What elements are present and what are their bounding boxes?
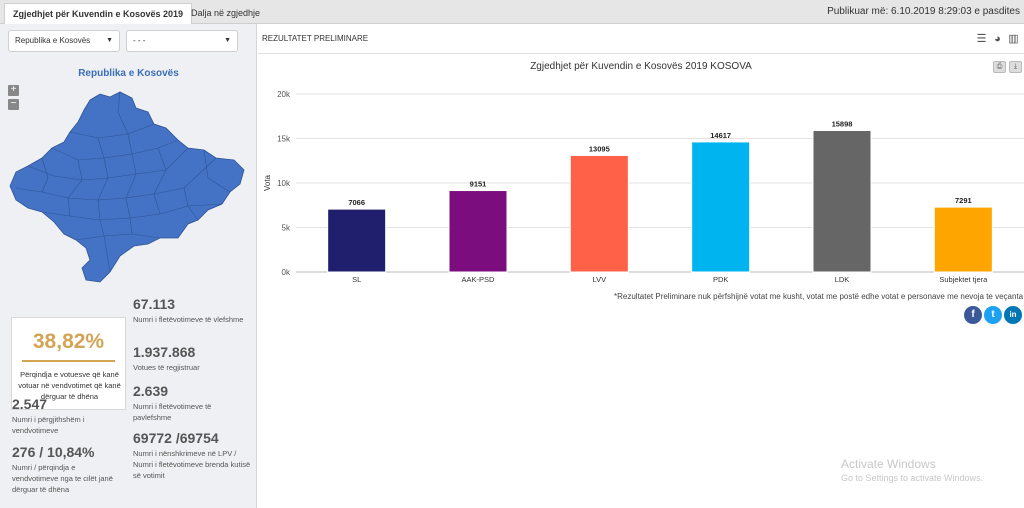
bar-pdk [691,141,751,273]
kosovo-map[interactable] [8,88,248,288]
map-title: Republika e Kosovës [78,68,179,79]
print-icon[interactable]: ⎙ [993,61,1006,73]
top-bar: Zgjedhjet për Kuvendin e Kosovës 2019 Da… [0,0,1024,24]
windows-activation-title: Activate Windows [841,457,936,471]
municipality-select-value: - - - [133,36,146,45]
data-label: 7291 [955,196,972,205]
preliminary-note: *Rezultatet Preliminare nuk përfshijnë v… [614,292,1024,301]
registered-voters-label: Votues të regjistruar [133,363,200,372]
reported-stations-label: Numri / përqindja e vendvotimeve nga te … [12,463,113,494]
bar-lvv [569,154,629,273]
polling-stations-value: 2.547 [12,396,48,412]
registered-voters-value: 1.937.868 [133,344,196,360]
x-tick-label: PDK [713,275,728,284]
municipality-select[interactable]: - - - ▼ [126,30,238,52]
data-label: 9151 [470,180,487,189]
data-label: 14617 [710,131,731,140]
y-tick-label: 20k [277,90,291,99]
bar-aak-psd [448,190,508,273]
x-tick-label: SL [352,275,361,284]
bar-chart-icon[interactable]: ▥ [1008,33,1019,45]
pie-chart-icon[interactable]: ◕ [994,33,1001,45]
y-axis-label: Vota [263,174,272,191]
x-tick-label: LDK [835,275,850,284]
signatures-value: 69772 /69754 [133,430,219,446]
data-label: 13095 [589,144,610,153]
turnout-card: 38,82% Përqindja e votuesve që kanë votu… [11,317,126,410]
chevron-down-icon: ▼ [224,37,231,44]
results-bar-chart: 0k 5k 10k 15k 20k Vota 7066 SL 9151 AAK-PSD 13095 L… [263,90,1024,284]
reported-stations-value: 276 / 10,84% [12,444,95,460]
valid-ballots-label: Numri i fletëvotimeve të vlefshme [133,315,244,324]
results-header-title: REZULTATET PRELIMINARE [262,34,369,43]
twitter-icon[interactable]: t [984,306,1002,324]
facebook-icon[interactable]: f [964,306,982,324]
linkedin-icon[interactable]: in [1004,306,1022,324]
signatures-label: Numri i nënshkrimeve në LPV / Numri i fl… [133,449,251,480]
chart-title: Zgjedhjet për Kuvendin e Kosovës 2019 KO… [530,61,752,72]
x-tick-label: Subjektet tjera [939,275,988,284]
sidebar: Republika e Kosovës ▼ - - - ▼ Republika … [0,24,257,508]
municipality-borders [15,91,231,273]
invalid-ballots-value: 2.639 [133,383,169,399]
chevron-down-icon: ▼ [106,37,113,44]
region-select-value: Republika e Kosovës [15,36,91,45]
x-tick-label: AAK-PSD [462,275,496,284]
y-tick-label: 5k [282,224,291,233]
y-tick-label: 15k [277,135,291,144]
data-label: 7066 [348,198,365,207]
tab-turnout[interactable]: Dalja në zgjedhje [191,8,261,18]
turnout-description: Përqindja e votuesve që kanë votuar në v… [18,370,121,401]
valid-ballots-value: 67.113 [133,296,176,312]
bar-sl [327,208,387,273]
y-tick-label: 10k [277,179,291,188]
turnout-divider [22,360,115,362]
zoom-in-button[interactable]: + [8,85,19,96]
data-label: 15898 [832,120,853,129]
polling-stations-label: Numri i përgjithshëm i vendvotimeve [12,415,85,435]
bar-subjektet-tjera [933,206,993,273]
results-header: REZULTATET PRELIMINARE ☰ ◕ ▥ [258,24,1024,54]
download-icon[interactable]: ⤓ [1009,61,1022,73]
zoom-out-button[interactable]: − [8,99,19,110]
region-select[interactable]: Republika e Kosovës ▼ [8,30,120,52]
list-icon[interactable]: ☰ [976,33,987,45]
published-timestamp: Publikuar më: 6.10.2019 8:29:03 e pasdit… [827,6,1020,17]
turnout-percentage: 38,82% [32,330,105,353]
y-tick-label: 0k [282,268,291,277]
x-tick-label: LVV [593,275,607,284]
kosovo-map-shape[interactable] [9,91,245,283]
windows-activation-hint: Go to Settings to activate Windows. [841,473,984,483]
bar-ldk [812,130,872,273]
tab-parliament-elections[interactable]: Zgjedhjet për Kuvendin e Kosovës 2019 [4,3,193,24]
invalid-ballots-label: Numri i fletëvotimeve të pavlefshme [133,402,212,422]
